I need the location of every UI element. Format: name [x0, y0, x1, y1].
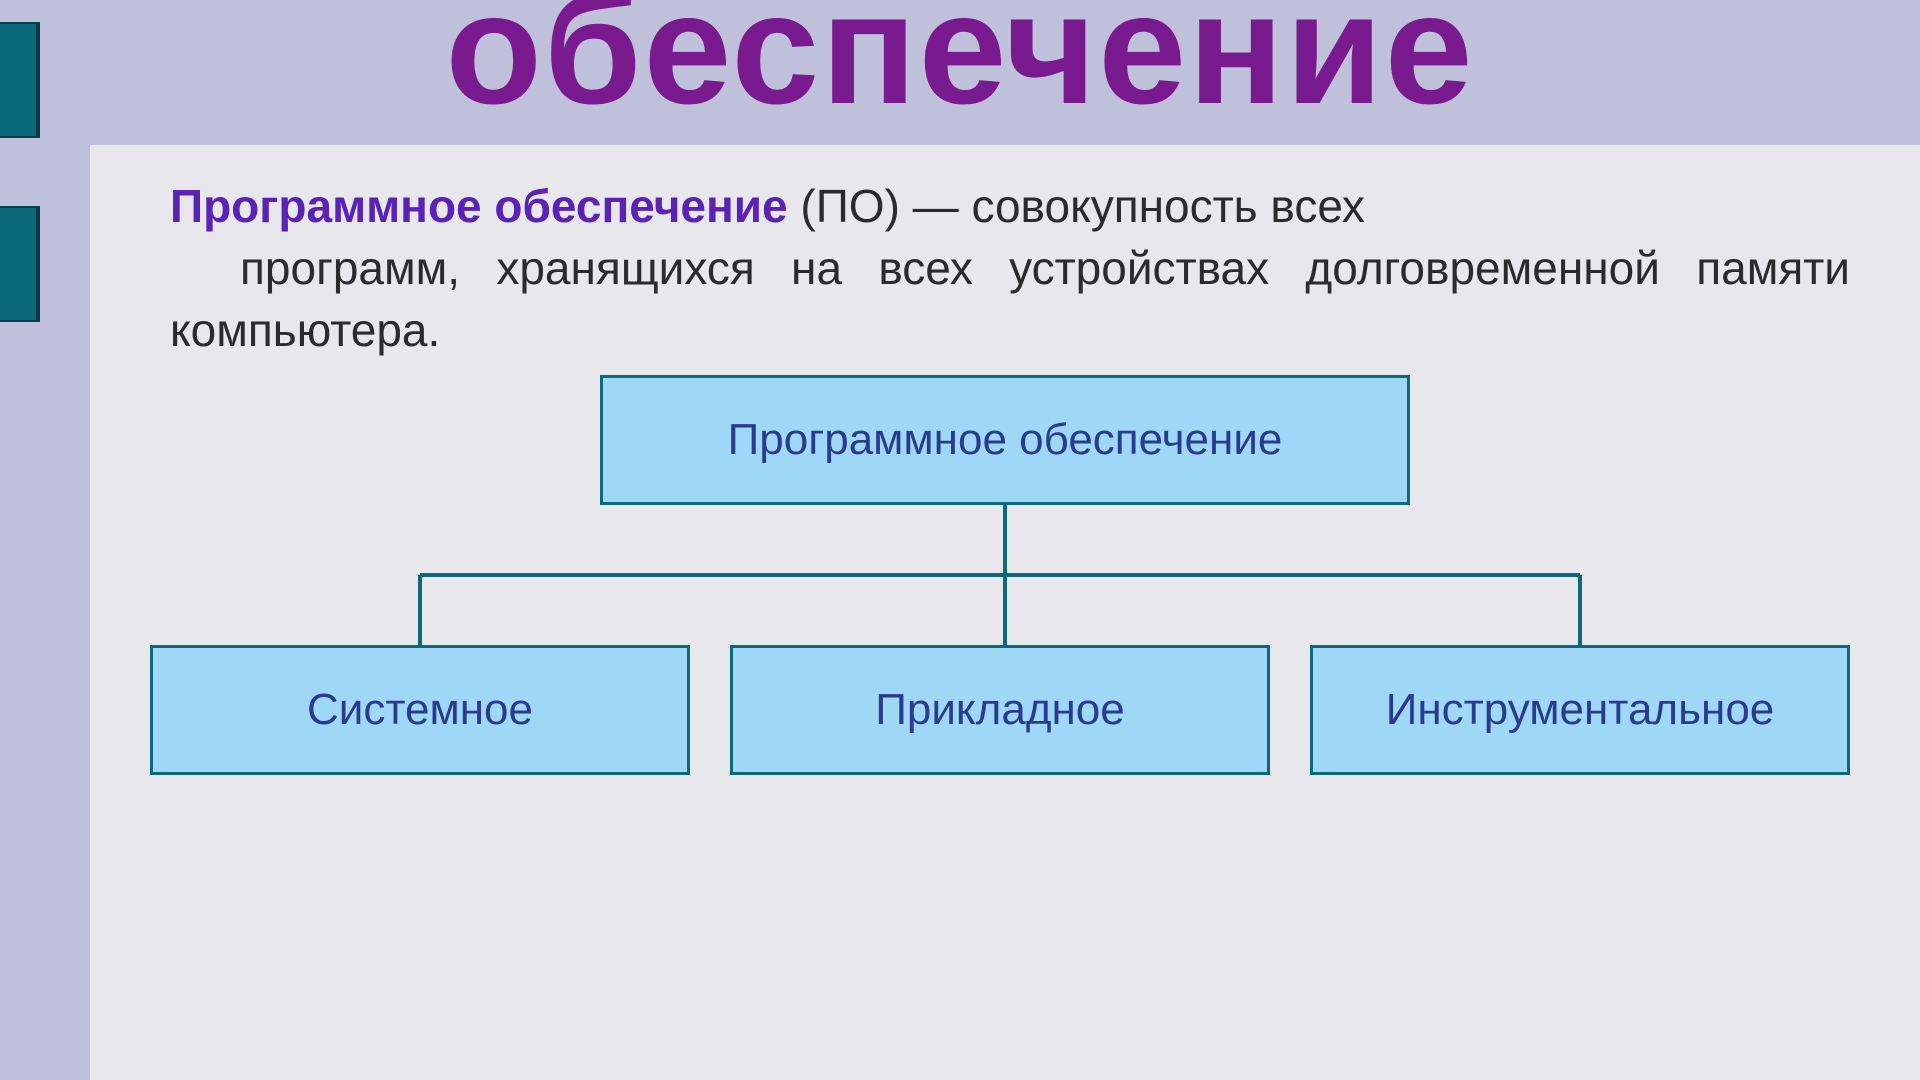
side-accent-bar [0, 206, 40, 322]
definition-text: программ, хранящихся на всех устройствах… [170, 242, 1850, 356]
diagram-node-label: Прикладное [875, 685, 1124, 735]
slide-title: обеспечение [0, 0, 1920, 128]
title-area: обеспечение [0, 0, 1920, 128]
diagram-node-label: Системное [307, 685, 533, 735]
diagram-child-node: Прикладное [730, 645, 1270, 775]
definition-text: (ПО) — совокупность всех [788, 180, 1365, 232]
content-panel: Программное обеспечение (ПО) — совокупно… [90, 145, 1920, 1080]
diagram-root-node: Программное обеспечение [600, 375, 1410, 505]
diagram-child-node: Системное [150, 645, 690, 775]
definition-term: Программное обеспечение [170, 180, 788, 232]
definition-paragraph: Программное обеспечение (ПО) — совокупно… [170, 175, 1850, 361]
hierarchy-diagram: Программное обеспечение Системное Прикла… [150, 375, 1850, 825]
diagram-child-node: Инструментальное [1310, 645, 1850, 775]
diagram-node-label: Программное обеспечение [728, 415, 1283, 465]
diagram-node-label: Инструментальное [1386, 685, 1775, 735]
